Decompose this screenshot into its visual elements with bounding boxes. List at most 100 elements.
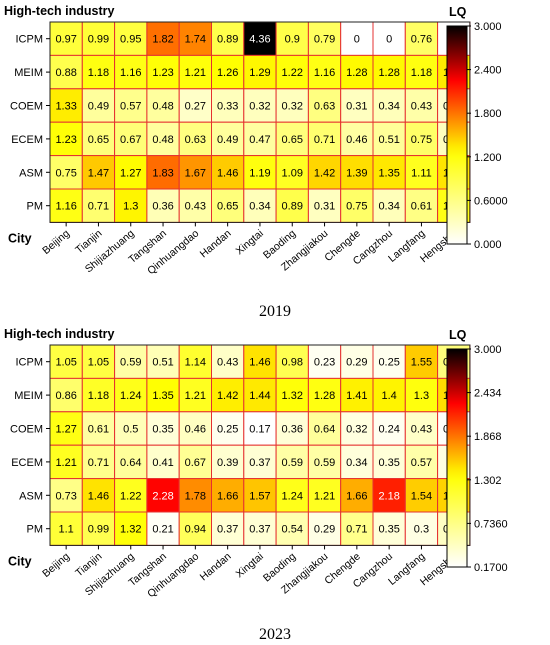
chart-title: High-tech industry xyxy=(4,4,114,18)
heatmap-cell xyxy=(243,377,277,413)
cell-value-label: 0.37 xyxy=(249,524,270,536)
heatmap-cell xyxy=(404,478,439,513)
row-label: COEM xyxy=(10,424,43,436)
cell-value-label: 0.65 xyxy=(217,201,238,213)
cell-value-label: 0.59 xyxy=(282,457,303,469)
cell-value-label: 0 xyxy=(354,34,360,46)
cell-value-label: 1.57 xyxy=(249,490,270,502)
cell-value-label: 1.28 xyxy=(378,67,399,79)
colorbar xyxy=(446,25,468,245)
heatmap-cell xyxy=(146,54,180,90)
cell-value-label: 0.3 xyxy=(414,524,429,536)
cell-value-label: 1.27 xyxy=(55,424,76,436)
heatmap-cell xyxy=(372,444,406,480)
heatmap-cell xyxy=(49,88,83,123)
heatmap-cell xyxy=(404,21,439,56)
cell-value-label: 1.18 xyxy=(88,67,109,79)
cell-value-label: 1.4 xyxy=(382,390,397,402)
heatmap-cell xyxy=(178,54,212,90)
cell-value-label: 0.37 xyxy=(217,524,238,536)
colorbar-tick-label: 3.000 xyxy=(474,21,502,33)
cell-value-label: 0.49 xyxy=(217,134,238,146)
cell-value-label: 0.36 xyxy=(152,201,173,213)
heatmap-cell xyxy=(114,444,148,480)
heatmap-cell xyxy=(372,478,406,513)
cell-value-label: 0.63 xyxy=(185,134,206,146)
cell-value-label: 1.42 xyxy=(314,167,335,179)
heatmap-cell xyxy=(114,377,148,413)
heatmap-cell xyxy=(211,21,245,56)
cell-value-label: 0.99 xyxy=(88,524,109,536)
cell-value-label: 0.9 xyxy=(285,34,300,46)
cell-value-label: 0.35 xyxy=(152,424,173,436)
cell-value-label: 0.29 xyxy=(314,524,335,536)
column-label: Handan xyxy=(198,550,234,583)
heatmap-cell xyxy=(114,188,148,223)
heatmap-cell xyxy=(275,21,309,56)
cell-value-label: 0.47 xyxy=(249,134,270,146)
heatmap-cell xyxy=(340,344,374,379)
heatmap-cell xyxy=(146,188,180,223)
heatmap-cell xyxy=(340,411,374,446)
cell-value-label: 0.25 xyxy=(378,357,399,369)
cell-value-label: 0.65 xyxy=(282,134,303,146)
cell-value-label: 0.39 xyxy=(217,457,238,469)
cell-value-label: 1.05 xyxy=(88,357,109,369)
cell-value-label: 0.27 xyxy=(185,101,206,113)
cell-value-label: 0.34 xyxy=(378,201,399,213)
cell-value-label: 1.27 xyxy=(120,167,141,179)
cell-value-label: 0.67 xyxy=(120,134,141,146)
cell-value-label: 0.49 xyxy=(88,101,109,113)
heatmap-cell xyxy=(81,411,116,446)
cell-value-label: 0.21 xyxy=(152,524,173,536)
cell-value-label: 0.48 xyxy=(152,134,173,146)
cell-value-label: 0.43 xyxy=(185,201,206,213)
cell-value-label: 1.47 xyxy=(88,167,109,179)
cell-value-label: 1.11 xyxy=(411,167,432,179)
cell-value-label: 0.33 xyxy=(217,101,238,113)
column-label: Beijing xyxy=(40,550,72,580)
cell-value-label: 0.17 xyxy=(249,424,270,436)
cell-value-label: 1.3 xyxy=(123,201,138,213)
cell-value-label: 1.14 xyxy=(185,357,206,369)
heatmap-cell xyxy=(49,377,83,413)
heatmap-cell xyxy=(178,511,212,546)
cell-value-label: 0 xyxy=(386,34,392,46)
panel-caption: 2019 xyxy=(259,303,291,320)
heatmap-cell xyxy=(49,121,83,157)
heatmap-cell xyxy=(307,88,342,123)
cell-value-label: 4.36 xyxy=(249,34,270,46)
cell-value-label: 1.16 xyxy=(55,201,76,213)
cell-value-label: 0.31 xyxy=(346,101,367,113)
cell-value-label: 0.63 xyxy=(314,101,335,113)
heatmap-cell xyxy=(114,511,148,546)
heatmap-cell xyxy=(146,511,180,546)
cell-value-label: 1.78 xyxy=(185,490,206,502)
heatmap-cell xyxy=(340,377,374,413)
row-label: ASM xyxy=(19,167,43,179)
cell-value-label: 1.74 xyxy=(185,34,206,46)
cell-value-label: 0.57 xyxy=(120,101,141,113)
cell-value-label: 1.33 xyxy=(55,101,76,113)
cell-value-label: 0.75 xyxy=(346,201,367,213)
cell-value-label: 0.73 xyxy=(55,490,76,502)
cell-value-label: 0.48 xyxy=(152,101,173,113)
cell-value-label: 1.09 xyxy=(282,167,303,179)
cell-value-label: 1.3 xyxy=(414,390,429,402)
row-label: PM xyxy=(27,524,44,536)
cell-value-label: 1.42 xyxy=(217,390,238,402)
colorbar-tick-label: 2.434 xyxy=(474,388,502,400)
heatmap-cell xyxy=(178,121,212,157)
cell-value-label: 0.57 xyxy=(411,457,432,469)
heatmap-cell xyxy=(275,478,309,513)
cell-value-label: 0.5 xyxy=(123,424,138,436)
heatmap-cell xyxy=(275,344,309,379)
colorbar-tick-label: 0.000 xyxy=(474,239,502,251)
cell-value-label: 1.21 xyxy=(185,67,206,79)
cell-value-label: 0.89 xyxy=(282,201,303,213)
axis-label-city: City xyxy=(8,554,32,568)
cell-value-label: 1.23 xyxy=(152,67,173,79)
row-label: ICPM xyxy=(16,357,44,369)
cell-value-label: 1.18 xyxy=(411,67,432,79)
heatmap-cell xyxy=(243,478,277,513)
